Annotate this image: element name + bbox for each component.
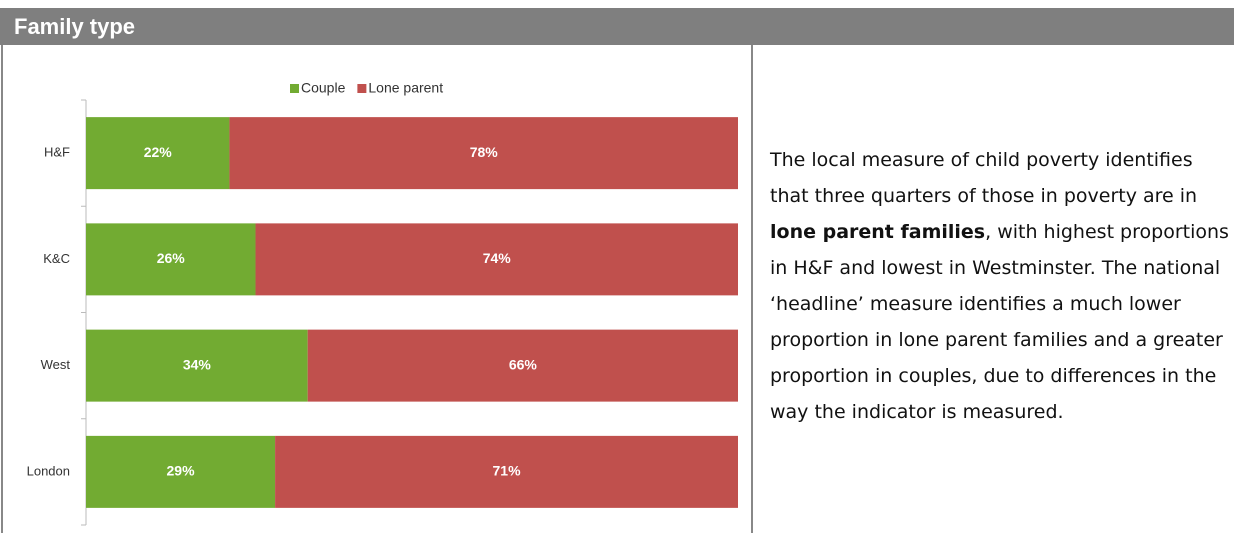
legend-swatch	[357, 84, 367, 93]
header-title: Family type	[14, 14, 135, 39]
data-label: 26%	[157, 250, 186, 266]
legend-label: Lone parent	[368, 80, 443, 96]
category-label: West	[41, 357, 71, 372]
legend-label: Couple	[301, 80, 346, 96]
text: , with highest proportions in H&F and lo…	[770, 221, 1229, 423]
data-label: 66%	[509, 356, 538, 372]
data-label: 29%	[167, 463, 196, 479]
data-label: 34%	[183, 356, 212, 372]
category-label: K&C	[43, 251, 70, 266]
bar-segment	[255, 223, 738, 296]
category-label: H&F	[44, 145, 70, 160]
category-label: London	[27, 463, 70, 478]
bar-segment	[86, 435, 276, 508]
text-bold: lone parent families	[770, 221, 986, 243]
data-label: 71%	[493, 463, 522, 479]
bar-segment	[86, 223, 256, 296]
bar-segment	[275, 435, 738, 508]
data-label: 78%	[470, 144, 499, 160]
bar-segment	[86, 117, 230, 190]
data-label: 74%	[483, 250, 512, 266]
header-bar	[0, 8, 1234, 45]
data-label: 22%	[144, 144, 173, 160]
text: The local measure of child poverty ident…	[770, 149, 1198, 207]
legend-swatch	[290, 84, 299, 93]
bar-segment	[229, 117, 738, 190]
bar-segment	[307, 329, 738, 402]
bar-segment	[86, 329, 308, 402]
description: The local measure of child poverty ident…	[770, 142, 1230, 430]
